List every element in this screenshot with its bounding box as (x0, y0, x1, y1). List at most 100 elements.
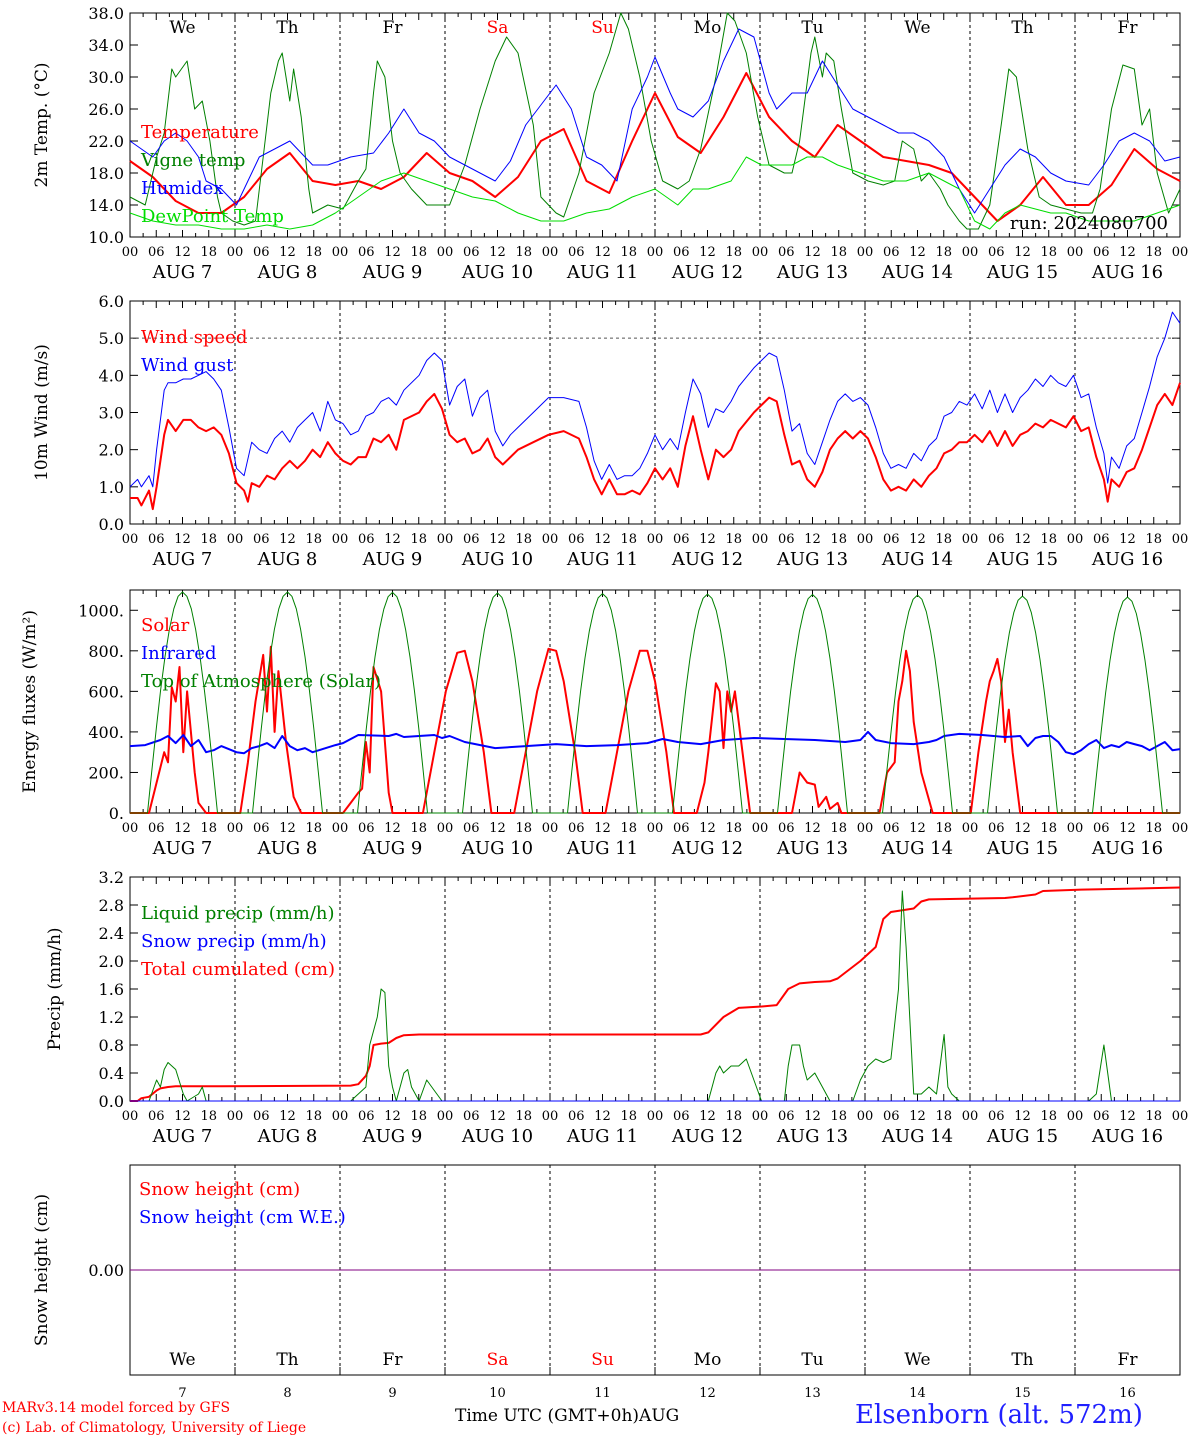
hour-label: 18 (830, 532, 847, 547)
hour-label: 18 (725, 532, 742, 547)
y-tick-label: 0.8 (99, 1036, 124, 1055)
hour-label: 18 (410, 532, 427, 547)
hour-label: 00 (962, 1109, 979, 1124)
legend-entry: Infrared (141, 643, 216, 664)
hour-label: 12 (804, 532, 821, 547)
date-label: AUG 13 (776, 838, 848, 859)
hour-label: 06 (568, 245, 585, 260)
y-tick-label: 4.0 (99, 366, 124, 385)
series-line-4-1 (130, 886, 1181, 1102)
y-tick-label: 0.0 (99, 1092, 124, 1111)
hour-label: 18 (935, 245, 952, 260)
y-tick-label: 10.0 (88, 228, 124, 247)
hour-label: 12 (174, 245, 191, 260)
hour-label: 00 (752, 1109, 769, 1124)
weekday-label: Sa (487, 18, 509, 38)
legend-entry: Humidex (141, 178, 223, 199)
hour-label: 06 (253, 245, 270, 260)
hour-label: 06 (148, 532, 165, 547)
hour-label: 06 (673, 532, 690, 547)
date-label: AUG 15 (986, 549, 1058, 570)
hour-label: 00 (542, 1109, 559, 1124)
series-line-4-2 (130, 890, 1180, 1102)
hour-label: 06 (673, 245, 690, 260)
y-tick-label: 800. (88, 642, 124, 661)
weekday-label: Fr (383, 1350, 404, 1370)
weekday-label: Tu (801, 18, 823, 38)
date-label: AUG 16 (1091, 1126, 1163, 1147)
hour-label: 06 (358, 532, 375, 547)
hour-label: 18 (305, 821, 322, 836)
hour-label: 06 (1093, 245, 1110, 260)
hour-label: 00 (437, 532, 454, 547)
day-number-label: 15 (1014, 1386, 1031, 1401)
hour-label: 06 (568, 1109, 585, 1124)
hour-label: 06 (883, 1109, 900, 1124)
y-axis-title: Snow height (cm) (32, 1194, 52, 1346)
hour-label: 06 (148, 1109, 165, 1124)
lab-credit: (c) Lab. of Climatology, University of L… (2, 1420, 307, 1436)
hour-label: 12 (384, 245, 401, 260)
date-label: AUG 15 (986, 1126, 1058, 1147)
hour-label: 06 (988, 1109, 1005, 1124)
date-label: AUG 11 (566, 262, 638, 283)
date-label: AUG 12 (671, 838, 743, 859)
weekday-label: Fr (1118, 18, 1139, 38)
hour-label: 00 (122, 1109, 139, 1124)
hour-label: 06 (253, 532, 270, 547)
hour-label: 06 (778, 821, 795, 836)
y-tick-label: 600. (88, 682, 124, 701)
legend-entry: Snow height (cm W.E.) (139, 1207, 346, 1228)
hour-label: 12 (1119, 1109, 1136, 1124)
date-label: AUG 11 (566, 549, 638, 570)
hour-label: 06 (988, 821, 1005, 836)
hour-label: 00 (332, 245, 349, 260)
weekday-label: Th (276, 1350, 298, 1370)
hour-label: 18 (200, 821, 217, 836)
hour-label: 06 (148, 821, 165, 836)
day-number-label: 11 (594, 1386, 611, 1401)
date-label: AUG 7 (152, 1126, 213, 1147)
hour-label: 12 (489, 532, 506, 547)
y-axis-title: 2m Temp. (°C) (32, 62, 52, 187)
hour-label: 00 (962, 821, 979, 836)
hour-label: 00 (857, 245, 874, 260)
hour-label: 18 (1040, 821, 1057, 836)
station-name: Elsenborn (alt. 572m) (855, 1400, 1143, 1430)
hour-label: 18 (935, 532, 952, 547)
hour-label: 18 (1040, 532, 1057, 547)
hour-label: 18 (725, 245, 742, 260)
date-label: AUG 9 (362, 262, 423, 283)
hour-label: 06 (568, 532, 585, 547)
hour-label: 12 (1014, 821, 1031, 836)
hour-label: 00 (857, 532, 874, 547)
hour-label: 18 (515, 532, 532, 547)
date-label: AUG 14 (881, 1126, 953, 1147)
hour-label: 06 (358, 245, 375, 260)
day-number-label: 16 (1119, 1386, 1136, 1401)
hour-label: 00 (1067, 1109, 1084, 1124)
hour-label: 18 (305, 1109, 322, 1124)
hour-label: 18 (830, 821, 847, 836)
date-label: AUG 16 (1091, 549, 1163, 570)
hour-label: 18 (1145, 1109, 1162, 1124)
hour-label: 00 (1067, 532, 1084, 547)
hour-label: 12 (1119, 532, 1136, 547)
y-tick-label: 3.0 (99, 404, 124, 423)
date-label: AUG 10 (461, 549, 533, 570)
legend-entry: Total cumulated (cm) (141, 959, 335, 980)
hour-label: 12 (909, 1109, 926, 1124)
hour-label: 06 (778, 245, 795, 260)
series-line-1-4 (129, 156, 1181, 230)
hour-label: 06 (883, 821, 900, 836)
run-label: run: 2024080700 (1010, 213, 1168, 234)
hour-label: 06 (1093, 821, 1110, 836)
hour-label: 12 (384, 532, 401, 547)
y-tick-label: 2.4 (99, 924, 124, 943)
y-tick-label: 22.0 (88, 132, 124, 151)
hour-label: 06 (778, 1109, 795, 1124)
hour-label: 06 (463, 532, 480, 547)
panel-3-frame (129, 589, 1181, 814)
date-label: AUG 12 (671, 549, 743, 570)
hour-label: 12 (489, 245, 506, 260)
